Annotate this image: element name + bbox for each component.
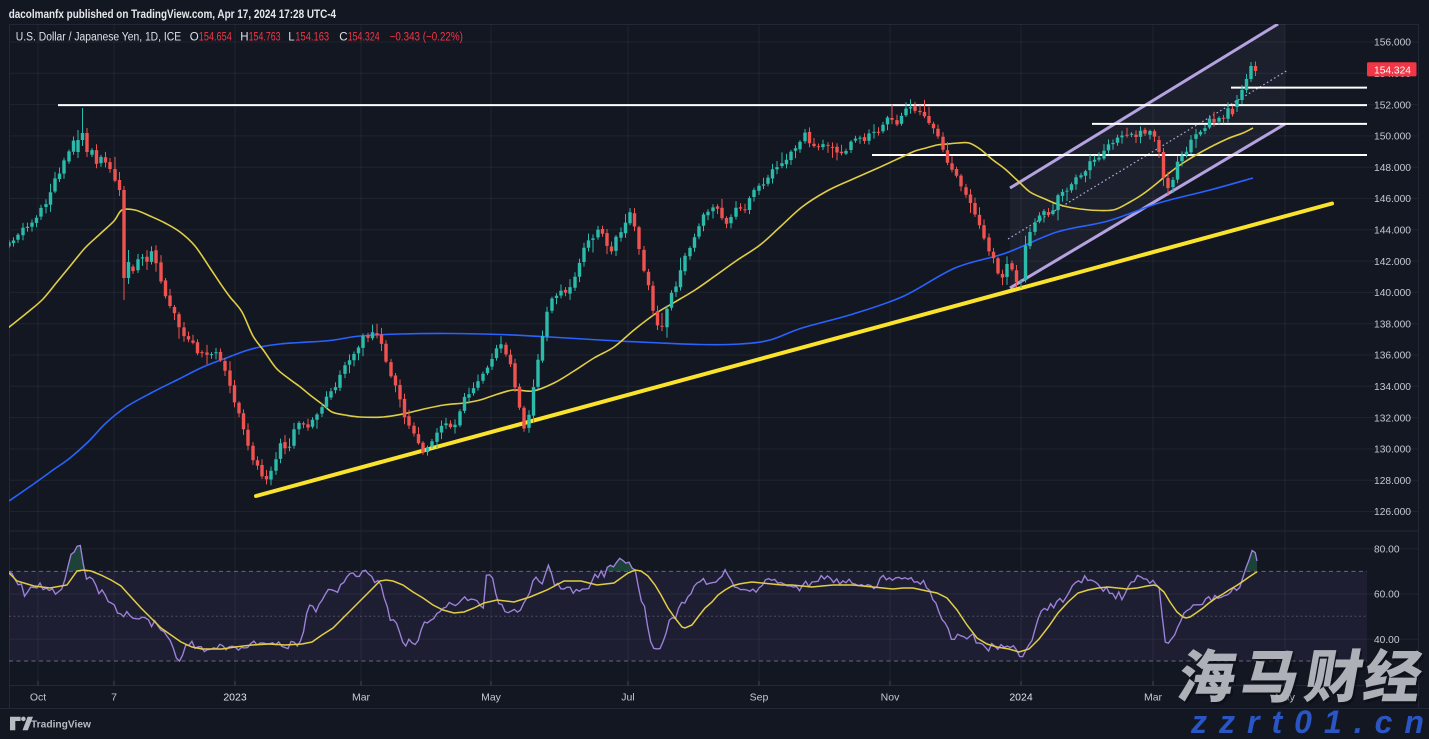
svg-text:154.163: 154.163: [295, 32, 329, 44]
svg-text:7: 7: [111, 692, 117, 704]
svg-text:142.000: 142.000: [1374, 256, 1411, 268]
svg-text:140.000: 140.000: [1374, 287, 1411, 299]
svg-text:O: O: [190, 32, 199, 44]
svg-text:dacolmanfx published on Tradin: dacolmanfx published on TradingView.com,…: [9, 9, 337, 21]
svg-text:128.000: 128.000: [1374, 475, 1411, 487]
svg-text:Oct: Oct: [30, 692, 46, 704]
svg-text:L: L: [288, 32, 295, 44]
svg-text:40.00: 40.00: [1374, 634, 1400, 646]
svg-text:134.000: 134.000: [1374, 381, 1411, 393]
svg-text:zzrt01.cn: zzrt01.cn: [1190, 704, 1429, 739]
svg-text:May: May: [481, 692, 502, 704]
svg-text:2024: 2024: [1009, 692, 1033, 704]
svg-text:154.324: 154.324: [1374, 64, 1411, 76]
svg-text:U.S. Dollar / Japanese Yen, 1D: U.S. Dollar / Japanese Yen, 1D, ICE: [16, 32, 182, 44]
svg-text:Nov: Nov: [881, 692, 900, 704]
svg-text:132.000: 132.000: [1374, 412, 1411, 424]
svg-text:144.000: 144.000: [1374, 225, 1411, 237]
svg-text:Mar: Mar: [352, 692, 371, 704]
svg-text:80.00: 80.00: [1374, 544, 1400, 556]
svg-text:136.000: 136.000: [1374, 350, 1411, 362]
svg-text:−0.343 (−0.22%): −0.343 (−0.22%): [390, 32, 463, 44]
svg-text:2023: 2023: [223, 692, 247, 704]
svg-text:154.324: 154.324: [348, 32, 380, 44]
svg-text:TradingView: TradingView: [31, 718, 92, 730]
svg-text:154.763: 154.763: [249, 32, 281, 44]
svg-text:Mar: Mar: [1144, 692, 1163, 704]
svg-text:146.000: 146.000: [1374, 193, 1411, 205]
svg-text:130.000: 130.000: [1374, 444, 1411, 456]
svg-text:150.000: 150.000: [1374, 131, 1411, 143]
svg-text:154.654: 154.654: [199, 32, 232, 44]
svg-text:60.00: 60.00: [1374, 589, 1400, 601]
svg-text:156.000: 156.000: [1374, 37, 1411, 49]
svg-text:148.000: 148.000: [1374, 162, 1411, 174]
svg-text:Sep: Sep: [750, 692, 769, 704]
svg-text:152.000: 152.000: [1374, 99, 1411, 111]
svg-text:C: C: [339, 32, 347, 44]
svg-text:Jul: Jul: [621, 692, 634, 704]
svg-text:138.000: 138.000: [1374, 318, 1411, 330]
svg-text:126.000: 126.000: [1374, 506, 1411, 518]
svg-text:H: H: [240, 32, 248, 44]
